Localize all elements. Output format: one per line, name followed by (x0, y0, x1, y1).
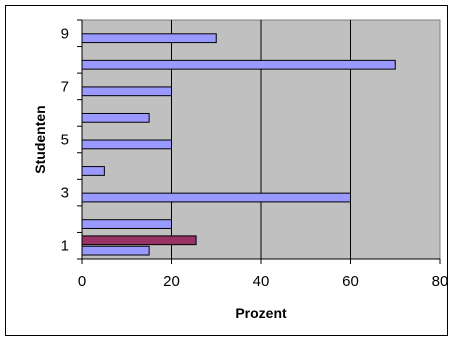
tick-labels: 0 20 40 60 80 1 3 5 7 9 (61, 25, 449, 290)
y-tick-label-5: 5 (61, 132, 69, 149)
bar-student-1-series2 (81, 235, 197, 246)
x-tick-label-0: 0 (78, 273, 86, 290)
x-tick-label-80: 80 (432, 273, 449, 290)
bar-student-6 (81, 112, 150, 123)
x-axis-title: Prozent (235, 305, 287, 321)
bar-student-1 (81, 245, 150, 256)
x-tick-label-20: 20 (163, 273, 180, 290)
bar-student-8 (81, 59, 396, 70)
bar-student-4 (81, 166, 105, 176)
bars (81, 33, 396, 256)
bar-student-3 (81, 192, 351, 203)
x-tick-label-40: 40 (253, 273, 270, 290)
y-tick-label-7: 7 (61, 78, 69, 95)
axes (77, 19, 441, 264)
grid-lines (171, 20, 351, 259)
y-tick-label-1: 1 (61, 238, 69, 255)
bar-student-5 (81, 139, 172, 150)
y-tick-label-3: 3 (61, 185, 69, 202)
bar-student-7 (81, 86, 172, 97)
bar-student-2 (81, 219, 172, 229)
y-tick-label-9: 9 (61, 25, 69, 42)
y-axis-title: Studenten (32, 105, 48, 173)
x-tick-label-60: 60 (342, 273, 359, 290)
bar-student-9 (81, 33, 217, 44)
